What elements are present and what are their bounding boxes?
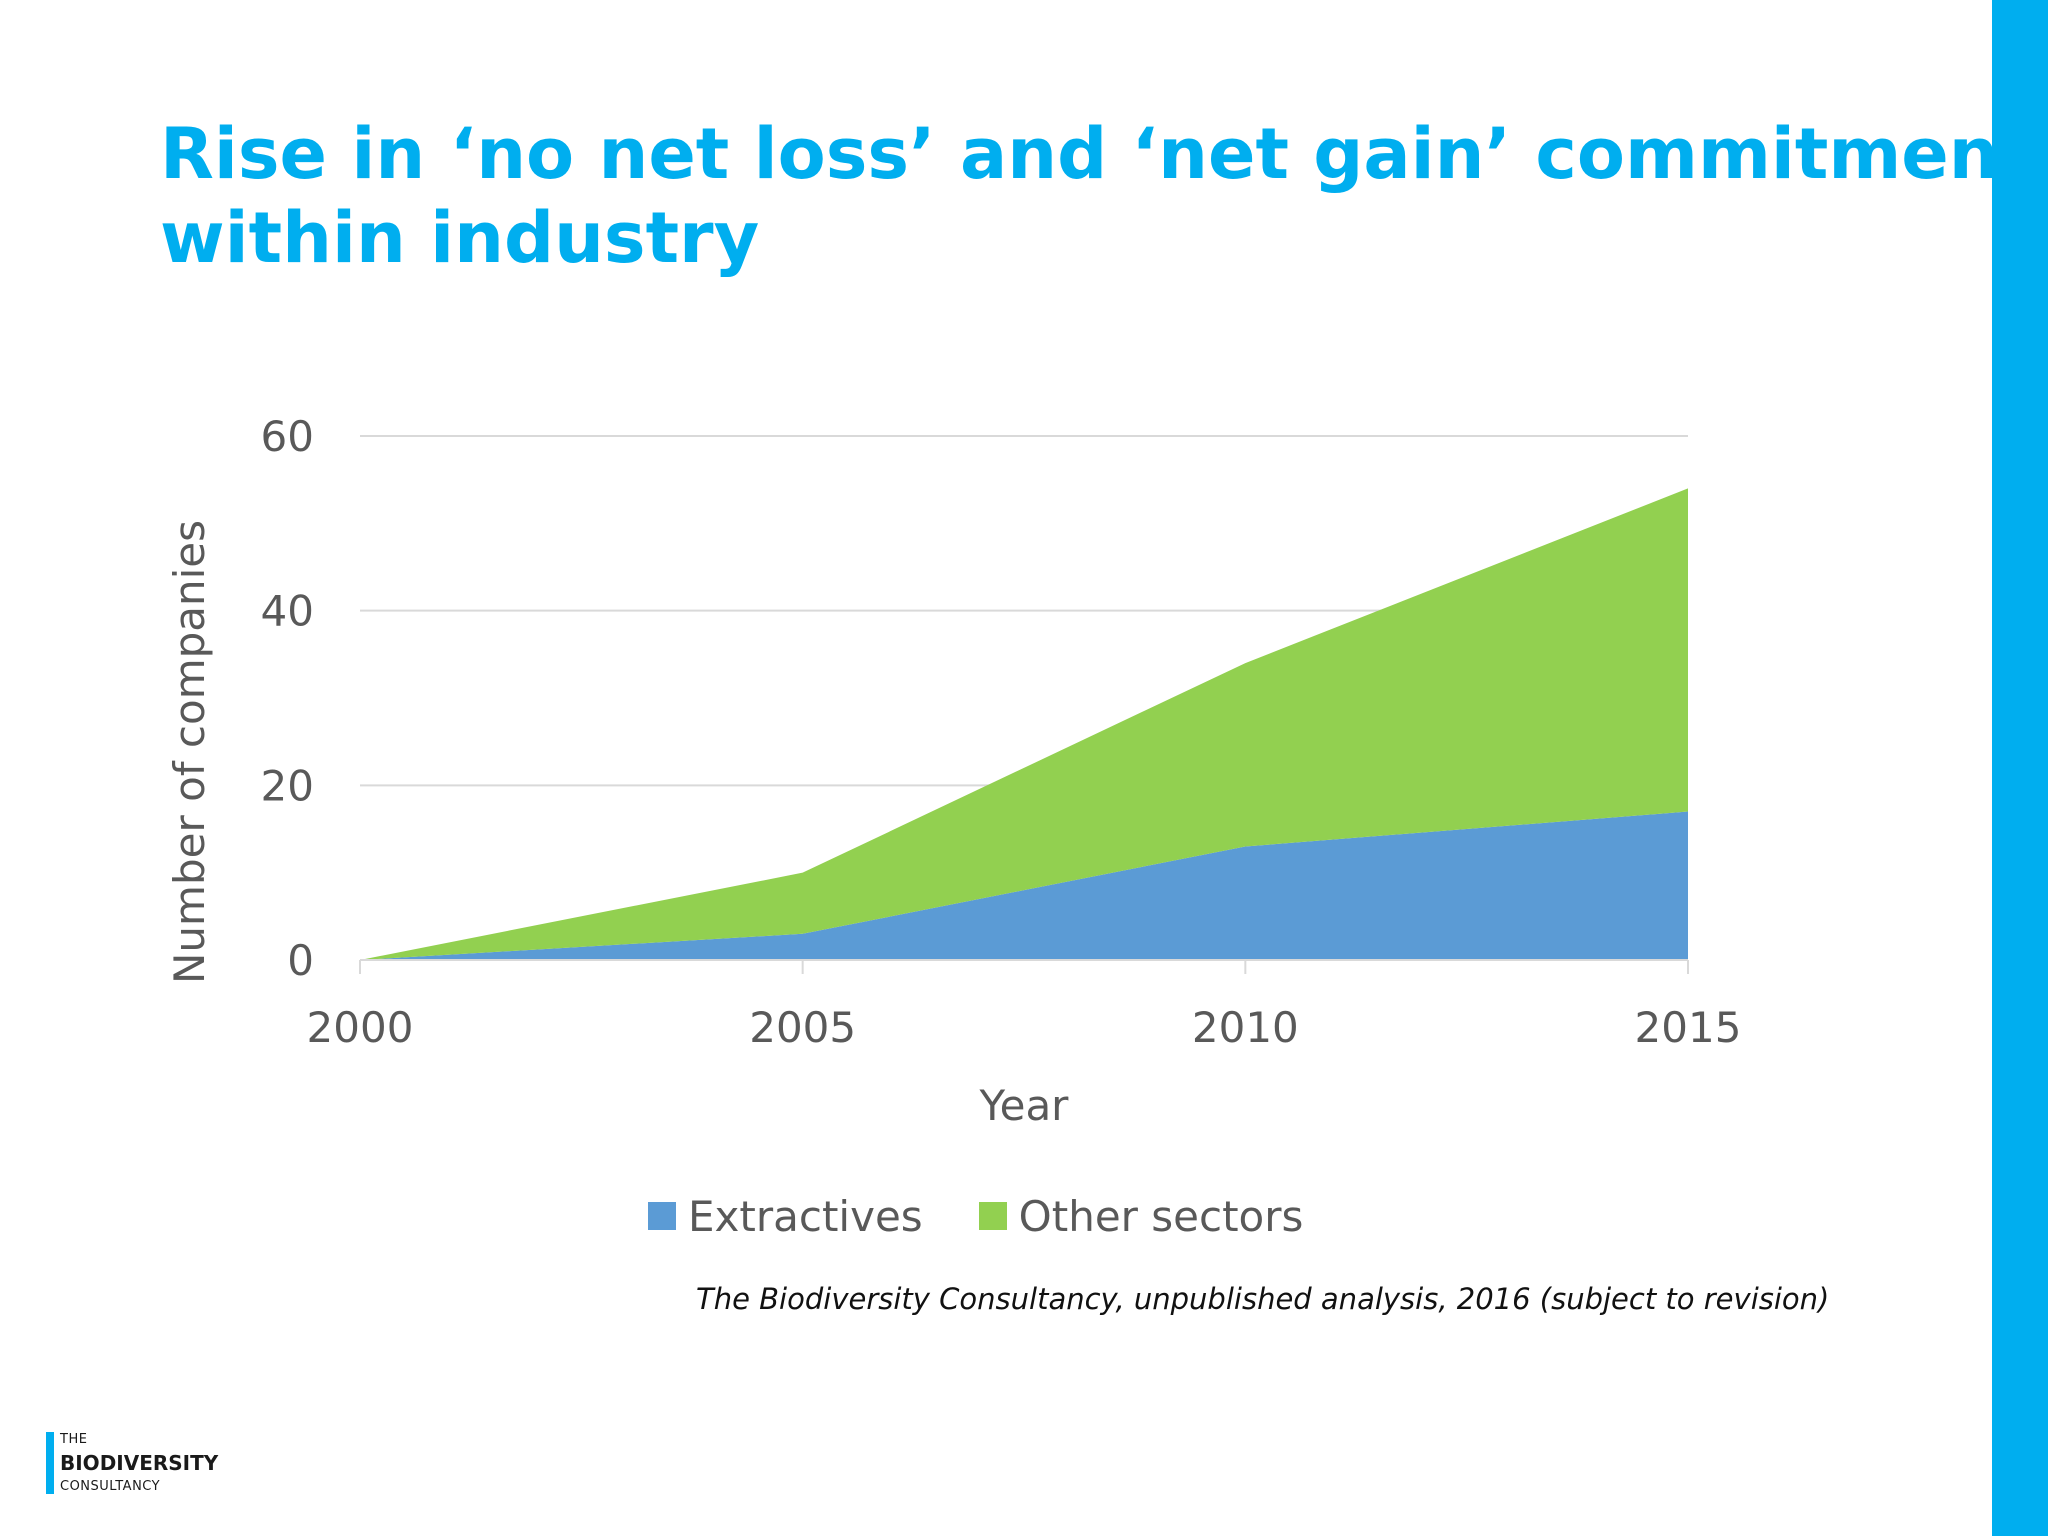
y-tick-label-20: 20	[261, 761, 314, 810]
logo-bar	[46, 1432, 54, 1494]
logo-line-biodiversity: BIODIVERSITY	[60, 1451, 219, 1475]
legend-item-extractives: Extractives	[648, 1192, 923, 1241]
logo-line-the: THE	[60, 1432, 88, 1447]
x-tick-label-2005: 2005	[749, 1003, 856, 1052]
source-citation: The Biodiversity Consultancy, unpublishe…	[696, 1282, 1830, 1316]
y-axis-title: Number of companies	[165, 520, 214, 984]
x-tick-label-2000: 2000	[307, 1003, 414, 1052]
legend-label-other-sectors: Other sectors	[1018, 1191, 1304, 1241]
slide-title: Rise in ‘no net loss’ and ‘net gain’ com…	[160, 112, 2048, 280]
area-other-sectors	[360, 488, 1688, 960]
logo-line-consultancy: CONSULTANCY	[60, 1479, 161, 1494]
y-tick-label-40: 40	[261, 587, 314, 636]
legend-item-other-sectors: Other sectors	[978, 1191, 1304, 1241]
area-layer	[360, 488, 1688, 960]
logo-text: THE BIODIVERSITY CONSULTANCY	[60, 1432, 218, 1494]
company-logo: THE BIODIVERSITY CONSULTANCY	[46, 1432, 218, 1494]
title-line-2: within industry	[160, 197, 760, 279]
y-tick-label-60: 60	[261, 412, 314, 461]
y-tick-label-0: 0	[287, 936, 314, 985]
area-extractives	[360, 811, 1688, 960]
chart-legend: Extractives Other sectors	[648, 1186, 1359, 1246]
x-axis-title: Year	[979, 1081, 1070, 1130]
legend-swatch-extractives	[648, 1202, 676, 1230]
axis-layer	[359, 959, 1689, 974]
title-line-1: Rise in ‘no net loss’ and ‘net gain’ com…	[160, 113, 2048, 195]
x-tick-label-2015: 2015	[1635, 1003, 1742, 1052]
legend-label-extractives: Extractives	[688, 1191, 923, 1241]
legend-swatch-other-sectors	[978, 1202, 1007, 1230]
x-tick-label-2010: 2010	[1192, 1003, 1299, 1052]
label-layer: 0 20 40 60 2000 2005 2010 2015 Year Number of com…	[165, 412, 1741, 1130]
accent-band	[1992, 0, 2048, 1536]
